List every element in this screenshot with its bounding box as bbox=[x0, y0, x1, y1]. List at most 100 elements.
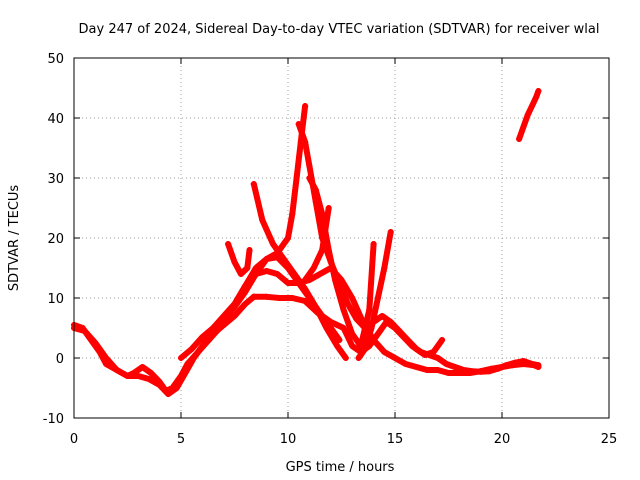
data-point bbox=[381, 265, 388, 271]
series-trace-5 bbox=[199, 103, 309, 343]
x-tick-label: 5 bbox=[177, 432, 185, 447]
data-point bbox=[280, 256, 287, 262]
data-point bbox=[349, 343, 356, 349]
data-point bbox=[524, 112, 531, 118]
data-point bbox=[434, 367, 441, 373]
data-point bbox=[520, 358, 527, 364]
data-point bbox=[334, 343, 341, 349]
x-tick-labels: 0 5 10 15 20 25 bbox=[70, 432, 617, 447]
data-point bbox=[178, 355, 184, 361]
data-point bbox=[173, 385, 180, 391]
data-point bbox=[460, 367, 467, 373]
data-point bbox=[306, 163, 313, 169]
data-point bbox=[319, 211, 326, 217]
data-point bbox=[148, 370, 155, 376]
data-point bbox=[312, 304, 319, 310]
data-point bbox=[477, 368, 484, 375]
series-line bbox=[199, 103, 309, 343]
data-point bbox=[535, 88, 542, 94]
data-point bbox=[199, 337, 206, 343]
x-tick-label: 20 bbox=[494, 432, 511, 447]
series-trace-6 bbox=[225, 241, 253, 277]
data-point bbox=[424, 367, 431, 373]
data-point bbox=[323, 325, 330, 331]
data-point bbox=[451, 364, 458, 370]
series-trace-7 bbox=[250, 181, 349, 361]
data-point bbox=[357, 343, 364, 349]
data-point bbox=[443, 361, 450, 367]
data-point bbox=[242, 283, 249, 289]
data-point bbox=[306, 175, 313, 181]
data-point bbox=[220, 313, 227, 319]
data-point bbox=[434, 355, 441, 361]
series-line bbox=[306, 175, 377, 349]
y-tick-label: 40 bbox=[47, 112, 64, 127]
x-axis-label: GPS time / hours bbox=[286, 460, 395, 475]
data-point bbox=[263, 256, 270, 262]
x-tick-label: 25 bbox=[601, 432, 618, 447]
data-point bbox=[210, 325, 217, 331]
data-point bbox=[402, 361, 409, 367]
data-point bbox=[190, 355, 197, 361]
data-point bbox=[302, 139, 309, 145]
data-point bbox=[252, 265, 259, 271]
data-point bbox=[182, 370, 189, 376]
data-point bbox=[340, 325, 347, 331]
data-point bbox=[263, 268, 270, 274]
data-point bbox=[310, 265, 317, 271]
y-tick-labels: -10 0 10 20 30 40 50 bbox=[43, 52, 64, 427]
data-point bbox=[276, 295, 283, 301]
data-point bbox=[528, 103, 535, 109]
data-point bbox=[199, 343, 206, 349]
series-line bbox=[225, 241, 253, 277]
data-point bbox=[295, 121, 302, 127]
data-point bbox=[349, 331, 356, 337]
y-tick-label: 50 bbox=[47, 52, 64, 67]
data-point bbox=[289, 211, 296, 217]
series-trace-10 bbox=[302, 205, 332, 283]
series-line bbox=[250, 181, 349, 361]
data-point bbox=[317, 271, 324, 277]
data-point bbox=[325, 205, 332, 211]
data-point bbox=[220, 322, 227, 328]
data-point bbox=[494, 365, 501, 372]
data-point bbox=[237, 271, 244, 277]
data-point bbox=[340, 307, 347, 313]
data-point bbox=[404, 337, 411, 343]
series-line bbox=[302, 205, 332, 283]
data-point bbox=[520, 124, 527, 130]
data-point bbox=[535, 362, 542, 369]
data-point bbox=[139, 364, 146, 370]
x-tick-label: 10 bbox=[280, 432, 297, 447]
x-tick-label: 15 bbox=[387, 432, 404, 447]
series-line bbox=[355, 229, 394, 361]
data-point bbox=[486, 368, 493, 375]
data-point bbox=[413, 364, 420, 370]
data-point bbox=[332, 277, 339, 283]
data-point bbox=[250, 293, 257, 300]
data-point bbox=[231, 313, 238, 319]
data-point bbox=[533, 94, 540, 100]
data-point bbox=[291, 271, 298, 277]
data-point bbox=[103, 355, 110, 361]
data-point bbox=[430, 349, 437, 355]
axis-ticks bbox=[73, 57, 610, 419]
data-point bbox=[135, 373, 142, 379]
data-point bbox=[145, 376, 152, 382]
data-point bbox=[312, 187, 319, 193]
data-point bbox=[124, 373, 131, 379]
data-point bbox=[285, 235, 291, 241]
series-trace-12 bbox=[516, 88, 542, 142]
data-point bbox=[516, 136, 523, 142]
data-point bbox=[366, 307, 373, 313]
data-point bbox=[81, 328, 88, 334]
data-point bbox=[231, 259, 238, 265]
y-tick-label: 10 bbox=[47, 292, 64, 307]
y-tick-label: 20 bbox=[47, 232, 64, 247]
data-point bbox=[319, 247, 326, 253]
data-point bbox=[368, 325, 375, 331]
data-point bbox=[374, 295, 381, 301]
data-point bbox=[342, 355, 349, 361]
data-point bbox=[413, 346, 420, 352]
